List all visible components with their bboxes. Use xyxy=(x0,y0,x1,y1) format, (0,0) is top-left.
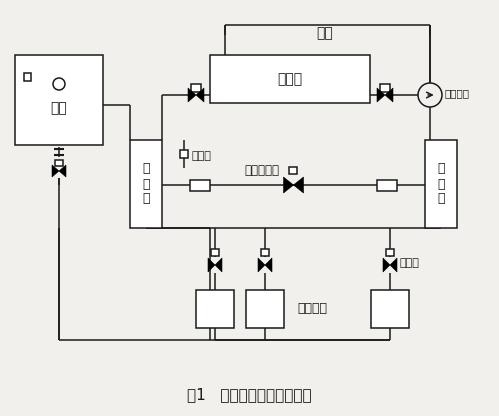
Polygon shape xyxy=(377,88,385,102)
Bar xyxy=(211,249,219,256)
Text: 蒸发器: 蒸发器 xyxy=(277,72,302,86)
Bar xyxy=(246,290,284,328)
Bar xyxy=(180,150,188,158)
Polygon shape xyxy=(196,88,204,102)
Bar xyxy=(377,179,397,191)
Text: 集
水
箱: 集 水 箱 xyxy=(142,163,150,206)
Polygon shape xyxy=(215,258,222,272)
Polygon shape xyxy=(188,88,196,102)
Polygon shape xyxy=(385,88,393,102)
Bar xyxy=(130,140,162,228)
Text: 水箱: 水箱 xyxy=(50,101,67,115)
Text: 冷冻水泵: 冷冻水泵 xyxy=(445,88,470,98)
Polygon shape xyxy=(208,258,215,272)
Bar xyxy=(425,140,457,228)
Bar xyxy=(190,179,210,191)
Polygon shape xyxy=(383,258,390,272)
Bar xyxy=(386,249,394,256)
Polygon shape xyxy=(265,258,272,272)
Polygon shape xyxy=(59,165,66,177)
Bar xyxy=(196,290,234,328)
Text: 图1   改造前空调冷冻水系统: 图1 改造前空调冷冻水系统 xyxy=(187,387,311,403)
Polygon shape xyxy=(390,258,397,272)
Text: 电动阀: 电动阀 xyxy=(400,258,420,268)
Bar xyxy=(371,290,409,328)
Bar xyxy=(289,167,297,174)
Bar xyxy=(55,160,63,166)
Text: 排气口: 排气口 xyxy=(192,151,212,161)
Bar xyxy=(191,84,201,92)
Text: 分
水
箱: 分 水 箱 xyxy=(437,163,445,206)
Bar xyxy=(210,55,370,103)
Bar xyxy=(15,55,103,145)
Bar xyxy=(380,84,390,92)
Bar xyxy=(261,249,269,256)
Text: 末端设备: 末端设备 xyxy=(297,302,327,315)
Polygon shape xyxy=(283,177,293,193)
Text: 压差旁通阀: 压差旁通阀 xyxy=(245,164,279,178)
Bar xyxy=(24,73,31,81)
Polygon shape xyxy=(293,177,303,193)
Polygon shape xyxy=(258,258,265,272)
Polygon shape xyxy=(52,165,59,177)
Text: 主机: 主机 xyxy=(317,26,333,40)
